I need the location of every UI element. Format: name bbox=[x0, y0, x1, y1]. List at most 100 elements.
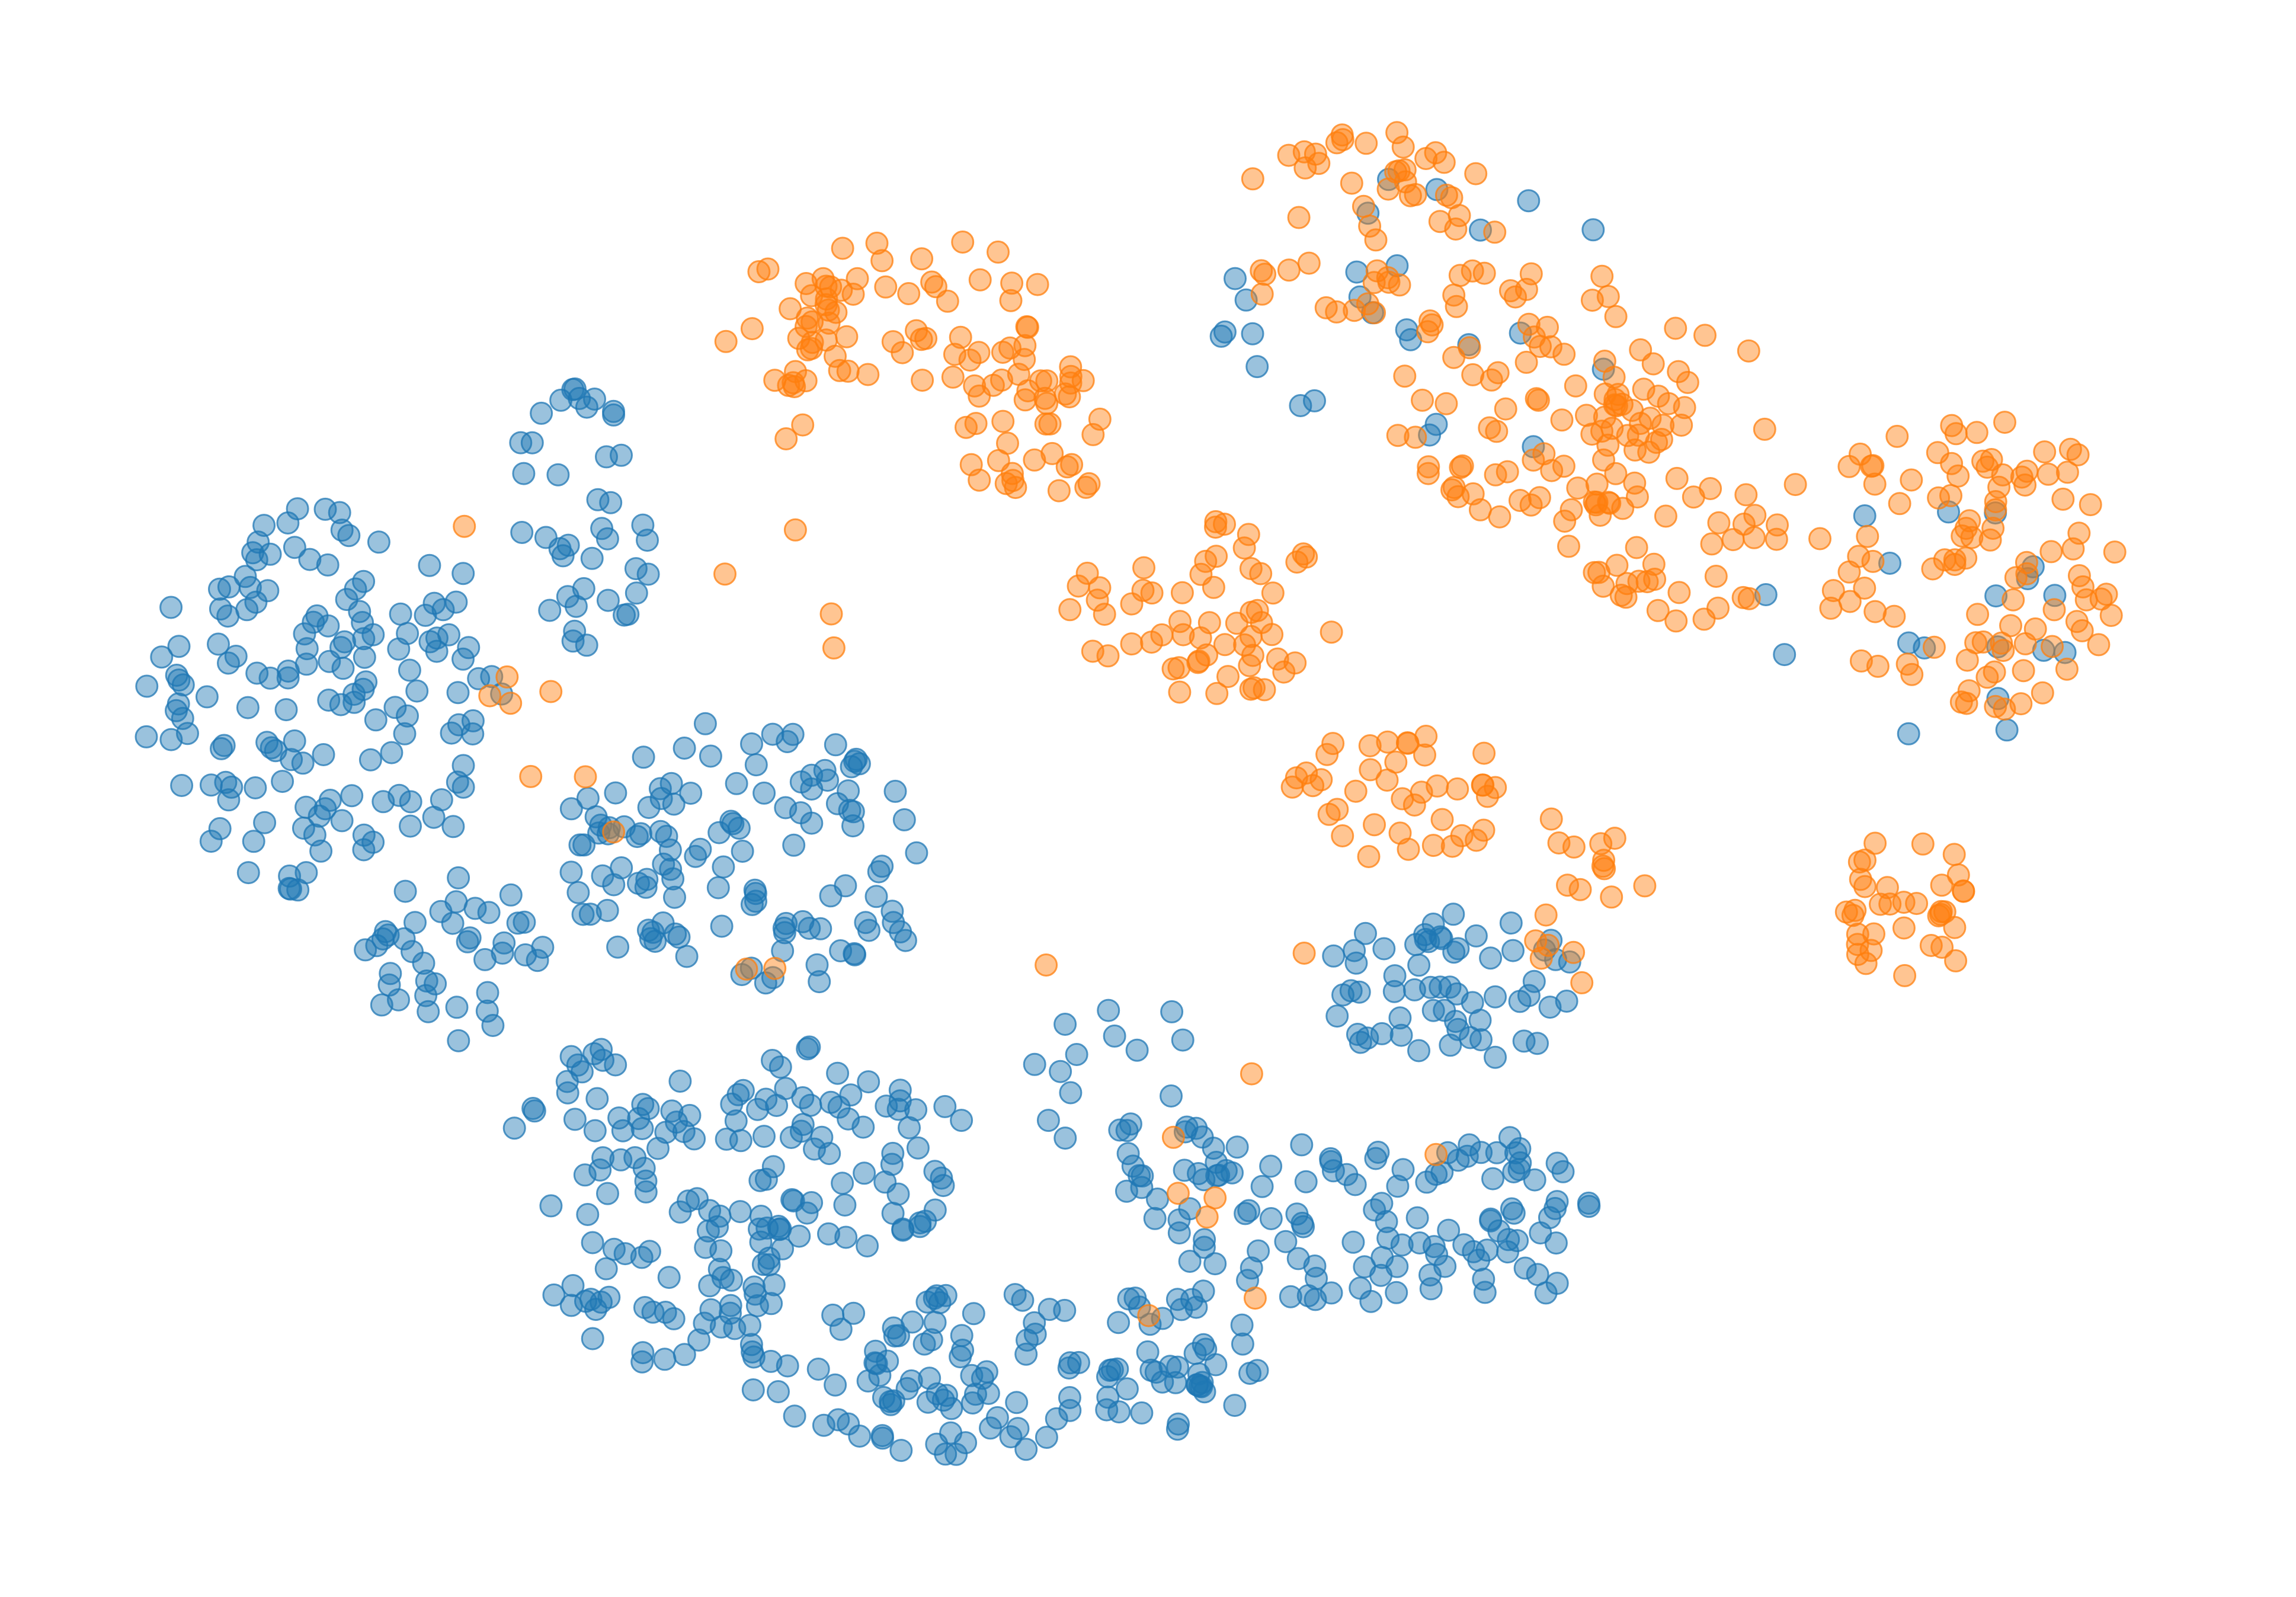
data-point-orange bbox=[1635, 570, 1659, 594]
data-point-blue bbox=[429, 900, 453, 923]
data-point-blue bbox=[710, 914, 734, 938]
data-point-orange bbox=[1140, 581, 1164, 605]
data-point-blue bbox=[694, 1236, 718, 1259]
data-point-orange bbox=[1704, 565, 1728, 588]
data-point-orange bbox=[1978, 528, 2002, 552]
data-point-blue bbox=[294, 861, 318, 885]
data-point-blue bbox=[1462, 1240, 1485, 1263]
data-point-blue bbox=[607, 1106, 631, 1130]
data-point-blue bbox=[780, 1188, 804, 1211]
data-point-orange bbox=[1307, 152, 1331, 175]
data-point-orange bbox=[1943, 548, 1967, 572]
data-point-blue bbox=[506, 911, 530, 935]
data-point-blue bbox=[1322, 944, 1346, 968]
data-point-blue bbox=[658, 838, 682, 862]
data-point-blue bbox=[923, 1160, 947, 1183]
data-point-blue bbox=[244, 776, 267, 799]
data-point-orange bbox=[1166, 1182, 1190, 1205]
data-point-orange bbox=[2012, 659, 2035, 683]
data-point-orange bbox=[1480, 368, 1503, 392]
data-point-orange bbox=[1564, 374, 1587, 398]
data-point-blue bbox=[719, 1301, 742, 1325]
data-point-blue bbox=[637, 796, 661, 820]
data-point-blue bbox=[1107, 1400, 1131, 1424]
data-point-blue bbox=[1501, 939, 1525, 962]
data-point-blue bbox=[668, 1070, 692, 1093]
data-point-orange bbox=[1417, 455, 1440, 479]
data-point-orange bbox=[1657, 392, 1680, 415]
data-point-orange bbox=[800, 337, 823, 360]
data-point-blue bbox=[612, 815, 636, 838]
data-point-blue bbox=[509, 431, 533, 455]
data-point-blue bbox=[1425, 1243, 1449, 1266]
data-point-orange bbox=[2051, 487, 2075, 511]
data-point-orange bbox=[1397, 837, 1420, 861]
data-point-orange bbox=[1393, 364, 1417, 388]
data-point-orange bbox=[1983, 660, 2006, 684]
data-point-orange bbox=[791, 413, 815, 437]
data-point-orange bbox=[1734, 483, 1758, 507]
data-point-blue bbox=[596, 1182, 619, 1205]
data-point-orange bbox=[1461, 259, 1484, 283]
data-point-blue bbox=[1045, 1407, 1068, 1430]
data-point-orange bbox=[1424, 141, 1448, 165]
data-point-blue bbox=[583, 1119, 607, 1142]
data-point-orange bbox=[1285, 766, 1308, 790]
data-point-blue bbox=[712, 855, 735, 879]
data-point-orange bbox=[1364, 228, 1388, 252]
data-point-blue bbox=[171, 673, 195, 697]
data-point-blue bbox=[1405, 1206, 1429, 1230]
data-point-blue bbox=[364, 708, 388, 732]
data-point-blue bbox=[738, 1314, 761, 1337]
data-point-blue bbox=[276, 666, 300, 690]
data-point-blue bbox=[548, 537, 572, 561]
data-point-orange bbox=[1250, 259, 1273, 283]
data-point-orange bbox=[1593, 382, 1617, 406]
data-point-orange bbox=[1991, 463, 2015, 487]
data-point-orange bbox=[1580, 423, 1604, 446]
data-point-blue bbox=[573, 1163, 597, 1187]
data-point-blue bbox=[781, 722, 805, 746]
data-point-blue bbox=[708, 1204, 732, 1228]
data-point-blue bbox=[962, 1302, 985, 1326]
data-point-orange bbox=[967, 341, 991, 364]
data-point-blue bbox=[1223, 1394, 1247, 1417]
data-point-orange bbox=[1464, 162, 1488, 185]
data-point-blue bbox=[1509, 321, 1532, 345]
data-point-orange bbox=[1277, 258, 1301, 282]
data-point-blue bbox=[602, 403, 626, 427]
data-point-blue bbox=[217, 788, 241, 812]
data-point-orange bbox=[1216, 665, 1240, 689]
data-point-orange bbox=[1358, 734, 1382, 757]
data-point-blue bbox=[931, 1174, 955, 1198]
data-point-orange bbox=[1484, 463, 1507, 487]
data-point-blue bbox=[425, 639, 449, 663]
data-point-blue bbox=[659, 857, 683, 881]
data-point-blue bbox=[1237, 1199, 1261, 1222]
data-point-orange bbox=[1213, 633, 1237, 657]
data-point-orange bbox=[1854, 952, 1878, 975]
data-point-orange bbox=[519, 764, 543, 788]
data-point-blue bbox=[1499, 911, 1523, 935]
data-point-orange bbox=[2065, 610, 2089, 633]
data-point-blue bbox=[392, 927, 416, 950]
data-point-blue bbox=[1003, 1283, 1027, 1307]
data-point-orange bbox=[1693, 324, 1717, 347]
data-point-blue bbox=[1407, 1039, 1430, 1062]
data-point-blue bbox=[634, 1169, 658, 1193]
data-point-blue bbox=[882, 1316, 905, 1340]
data-point-blue bbox=[1115, 1377, 1139, 1401]
data-point-orange bbox=[831, 236, 854, 260]
data-point-blue bbox=[1372, 937, 1396, 961]
data-point-orange bbox=[964, 412, 988, 436]
data-point-orange bbox=[1420, 313, 1444, 337]
data-point-blue bbox=[1192, 1279, 1215, 1303]
data-point-blue bbox=[940, 1397, 963, 1420]
data-point-blue bbox=[258, 542, 282, 566]
data-point-blue bbox=[499, 883, 523, 907]
data-point-orange bbox=[777, 373, 800, 397]
data-point-blue bbox=[224, 645, 248, 668]
data-point-blue bbox=[1354, 921, 1377, 945]
data-point-orange bbox=[1440, 186, 1464, 210]
data-point-orange bbox=[478, 684, 502, 708]
